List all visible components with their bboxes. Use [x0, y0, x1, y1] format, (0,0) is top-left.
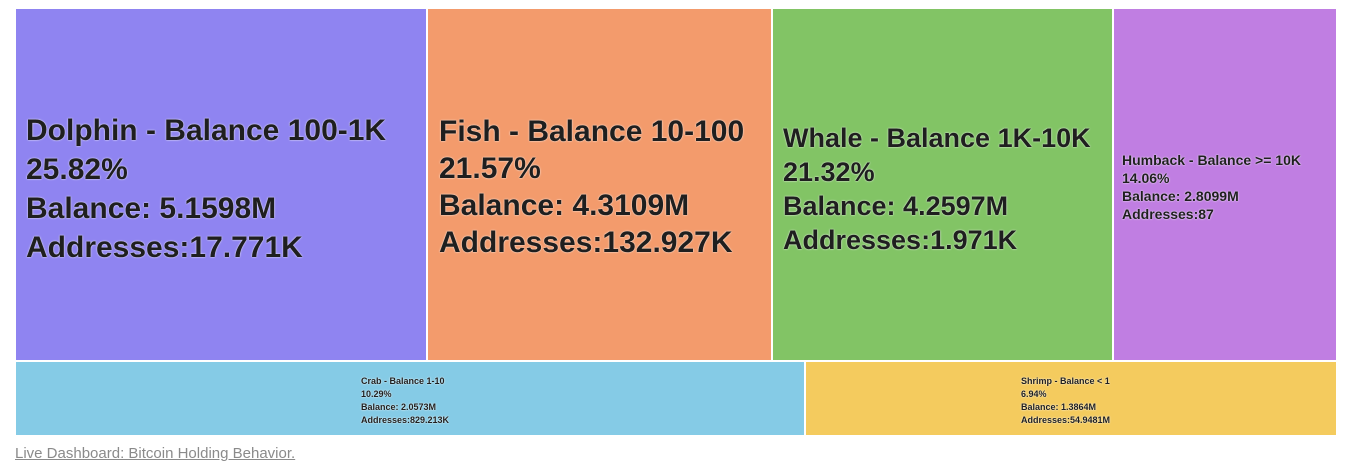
- tile-addresses: Addresses:829.213K: [361, 415, 450, 425]
- tile-percent: 21.32%: [783, 157, 875, 187]
- tile-addresses: Addresses:132.927K: [439, 226, 733, 259]
- tile-label: Shrimp - Balance < 1 6.94% Balance: 1.3864…: [1021, 375, 1110, 427]
- tile-name: Humback - Balance >= 10K: [1122, 152, 1301, 168]
- treemap-tile: Fish - Balance 10-100 21.57% Balance: 4.31…: [427, 8, 772, 361]
- tile-addresses: Addresses:87: [1122, 206, 1214, 222]
- tile-percent: 14.06%: [1122, 170, 1170, 186]
- tile-addresses: Addresses:54.9481M: [1021, 415, 1111, 425]
- treemap-tile: Dolphin - Balance 100-1K 25.82% Balance: 5…: [15, 8, 427, 361]
- tile-percent: 6.94%: [1021, 389, 1047, 399]
- treemap-tile: Shrimp - Balance < 1 6.94% Balance: 1.3864…: [805, 361, 1337, 436]
- tile-name: Shrimp - Balance < 1: [1021, 376, 1110, 386]
- tile-balance: Balance: 5.1598M: [26, 192, 277, 225]
- tile-label: Whale - Balance 1K-10K 21.32% Balance: 4.2…: [783, 121, 1091, 257]
- tile-name: Crab - Balance 1-10: [361, 376, 445, 386]
- treemap: Dolphin - Balance 100-1K 25.82% Balance: 5…: [15, 8, 1337, 436]
- tile-balance: Balance: 2.8099M: [1122, 188, 1239, 204]
- tile-name: Dolphin - Balance 100-1K: [26, 114, 387, 147]
- dashboard-link[interactable]: Live Dashboard: Bitcoin Holding Behavior…: [15, 445, 296, 462]
- tile-percent: 10.29%: [361, 389, 392, 399]
- tile-balance: Balance: 2.0573M: [361, 402, 437, 412]
- tile-addresses: Addresses:1.971K: [783, 225, 1018, 255]
- tile-balance: Balance: 1.3864M: [1021, 402, 1097, 412]
- tile-name: Whale - Balance 1K-10K: [783, 123, 1091, 153]
- tile-name: Fish - Balance 10-100: [439, 115, 745, 148]
- tile-addresses: Addresses:17.771K: [26, 231, 303, 264]
- treemap-tile: Crab - Balance 1-10 10.29% Balance: 2.0573…: [15, 361, 805, 436]
- treemap-tile: Humback - Balance >= 10K 14.06% Balance: 2…: [1113, 8, 1337, 361]
- tile-label: Dolphin - Balance 100-1K 25.82% Balance: 5…: [26, 111, 386, 267]
- tile-percent: 21.57%: [439, 152, 541, 185]
- tile-label: Fish - Balance 10-100 21.57% Balance: 4.31…: [439, 113, 744, 261]
- tile-label: Crab - Balance 1-10 10.29% Balance: 2.0573…: [361, 375, 449, 427]
- treemap-tile: Whale - Balance 1K-10K 21.32% Balance: 4.2…: [772, 8, 1113, 361]
- tile-percent: 25.82%: [26, 153, 128, 186]
- tile-balance: Balance: 4.2597M: [783, 191, 1009, 221]
- tile-label: Humback - Balance >= 10K 14.06% Balance: 2…: [1122, 151, 1301, 223]
- tile-balance: Balance: 4.3109M: [439, 189, 690, 222]
